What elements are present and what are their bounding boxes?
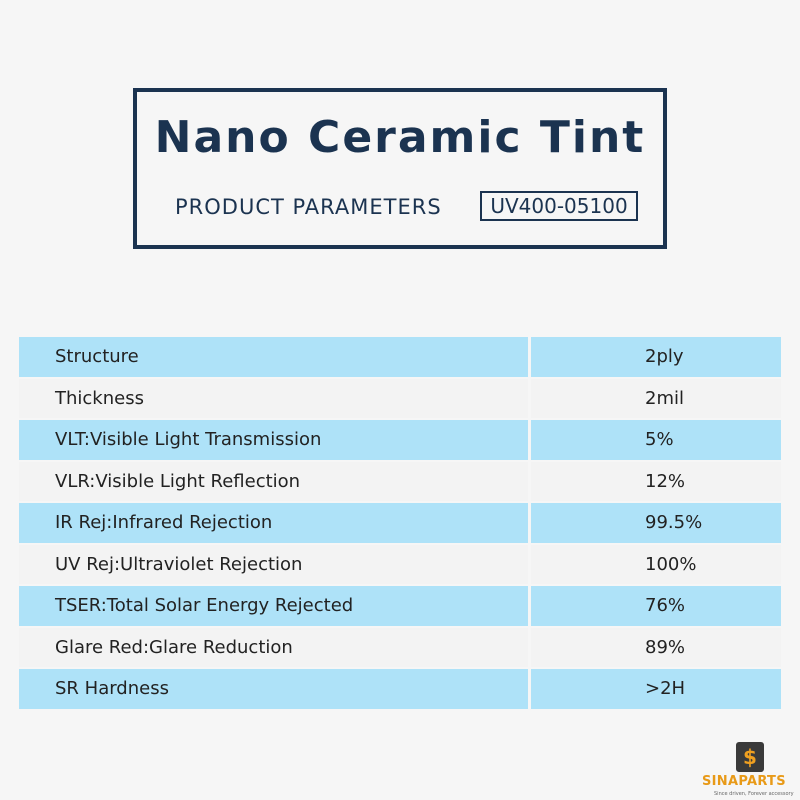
- logo: $ SINAPARTS Since driven, Forever access…: [700, 742, 800, 800]
- logo-tagline: Since driven, Forever accessory: [714, 791, 794, 797]
- parameter-name: Glare Red:Glare Reduction: [19, 627, 528, 667]
- parameter-value: 5%: [531, 420, 781, 460]
- parameter-value: 100%: [531, 544, 781, 584]
- parameter-name: VLT:Visible Light Transmission: [19, 420, 528, 460]
- parameter-value: 2ply: [531, 337, 781, 377]
- parameter-name: Thickness: [19, 378, 528, 418]
- table-row: TSER:Total Solar Energy Rejected 76%: [19, 585, 781, 627]
- parameter-value: 89%: [531, 627, 781, 667]
- table-row: IR Rej:Infrared Rejection 99.5%: [19, 502, 781, 544]
- table-row: Thickness 2mil: [19, 378, 781, 420]
- parameter-value: 2mil: [531, 378, 781, 418]
- parameter-value: >2H: [531, 669, 781, 709]
- table-row: Glare Red:Glare Reduction 89%: [19, 627, 781, 669]
- parameter-name: SR Hardness: [19, 669, 528, 709]
- subtitle: PRODUCT PARAMETERS: [175, 195, 442, 219]
- table-row: VLT:Visible Light Transmission 5%: [19, 419, 781, 461]
- table-row: Structure 2ply: [19, 336, 781, 378]
- parameter-name: TSER:Total Solar Energy Rejected: [19, 586, 528, 626]
- parameter-value: 12%: [531, 461, 781, 501]
- product-code: UV400-05100: [480, 191, 638, 221]
- logo-icon: $: [736, 742, 764, 772]
- parameter-name: UV Rej:Ultraviolet Rejection: [19, 544, 528, 584]
- table-row: UV Rej:Ultraviolet Rejection 100%: [19, 544, 781, 586]
- header-box: Nano Ceramic Tint PRODUCT PARAMETERS UV4…: [133, 88, 667, 249]
- parameter-value: 76%: [531, 586, 781, 626]
- parameter-name: IR Rej:Infrared Rejection: [19, 503, 528, 543]
- title: Nano Ceramic Tint: [154, 112, 646, 163]
- table-row: SR Hardness >2H: [19, 668, 781, 710]
- parameter-table: Structure 2ply Thickness 2mil VLT:Visible Li…: [19, 336, 781, 710]
- parameter-name: VLR:Visible Light Reflection: [19, 461, 528, 501]
- table-row: VLR:Visible Light Reflection 12%: [19, 461, 781, 503]
- logo-name: SINAPARTS: [702, 774, 786, 789]
- parameter-name: Structure: [19, 337, 528, 377]
- parameter-value: 99.5%: [531, 503, 781, 543]
